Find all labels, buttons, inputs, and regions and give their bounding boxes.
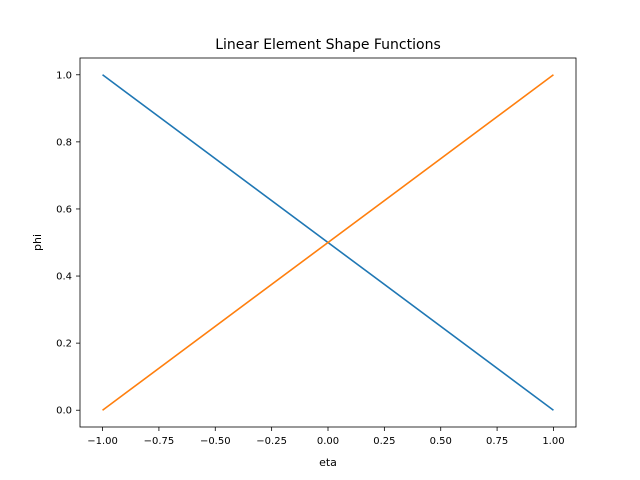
y-axis-label: phi — [31, 234, 44, 251]
x-axis-ticks: −1.00 −0.75 −0.50 −0.25 0.00 0.25 0.50 0.75 1.00 — [87, 427, 565, 447]
x-tick-label: 0.25 — [373, 436, 395, 447]
x-tick-label: −1.00 — [87, 436, 118, 447]
y-tick-label: 0.8 — [56, 137, 72, 148]
x-tick-label: 1.00 — [542, 436, 564, 447]
y-tick-label: 0.0 — [56, 406, 72, 417]
series-layer — [102, 74, 554, 411]
y-tick-label: 0.2 — [56, 339, 72, 350]
x-tick-label: 0.00 — [317, 436, 339, 447]
y-tick-label: 1.0 — [56, 70, 72, 81]
chart-title: Linear Element Shape Functions — [215, 37, 441, 53]
y-tick-label: 0.4 — [56, 272, 72, 283]
x-tick-label: 0.75 — [486, 436, 508, 447]
x-axis-label: eta — [319, 456, 337, 469]
x-tick-label: −0.75 — [144, 436, 175, 447]
plot-frame — [79, 57, 577, 428]
y-axis-ticks: 0.0 0.2 0.4 0.6 0.8 1.0 — [56, 70, 80, 417]
x-tick-label: −0.50 — [200, 436, 231, 447]
series-line-2 — [102, 74, 554, 411]
x-tick-label: −0.25 — [256, 436, 287, 447]
x-tick-label: 0.50 — [430, 436, 452, 447]
y-tick-label: 0.6 — [56, 204, 72, 215]
